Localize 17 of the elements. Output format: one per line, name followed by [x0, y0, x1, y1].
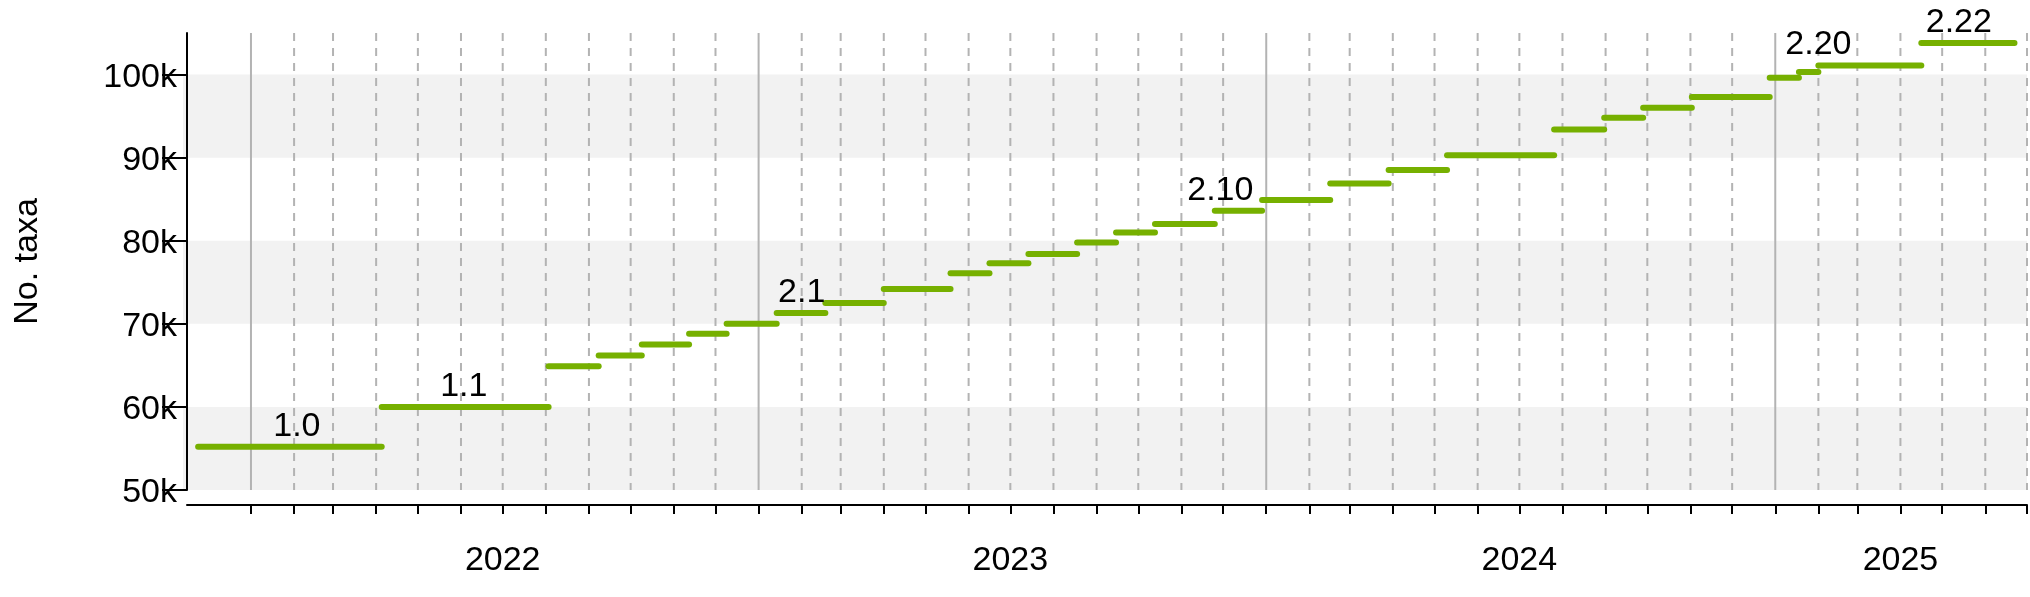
- y-axis-title: No. taxa: [6, 198, 44, 325]
- x-tick-label: 2024: [1481, 539, 1558, 577]
- annotation: 2.10: [1187, 168, 1254, 207]
- y-tick-label: 80k: [122, 221, 178, 260]
- y-tick-label: 50k: [122, 471, 178, 509]
- y-tick-label: 100k: [103, 55, 178, 94]
- annotation: 1.1: [440, 364, 488, 403]
- x-tick-label: 2022: [464, 539, 541, 577]
- y-tick-label: 90k: [122, 138, 178, 177]
- annotation: 2.22: [1925, 0, 1992, 39]
- annotation: 2.1: [778, 271, 826, 310]
- y-tick-label: 60k: [122, 387, 178, 426]
- x-tick-label: 2025: [1862, 539, 1939, 577]
- x-tick-label: 2023: [972, 539, 1049, 577]
- annotation: 2.20: [1785, 23, 1852, 62]
- annotation: 1.0: [273, 404, 321, 443]
- y-tick-label: 70k: [122, 304, 178, 343]
